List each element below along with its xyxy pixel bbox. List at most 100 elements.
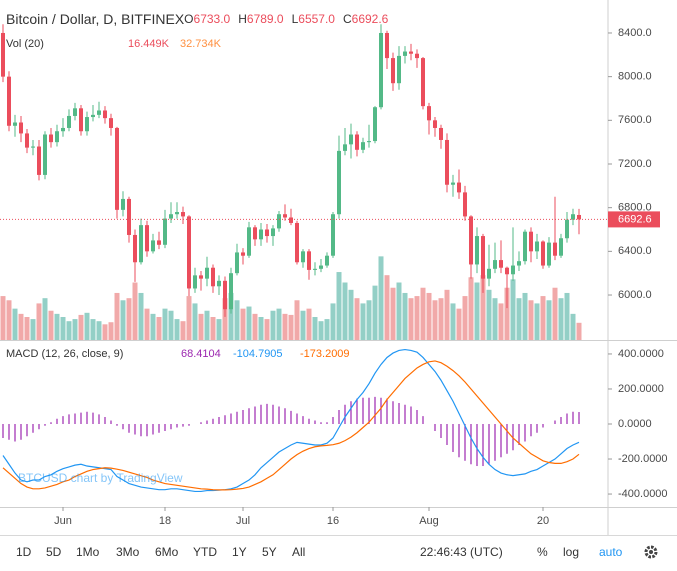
volume-bar <box>366 300 372 340</box>
candle-body <box>151 240 155 252</box>
chart-title: Bitcoin / Dollar, D, BITFINEXO6733.0 H678… <box>6 11 389 27</box>
volume-bar <box>522 292 528 340</box>
candle-body <box>313 268 317 270</box>
auto-button[interactable]: auto <box>599 545 623 559</box>
volume-bar <box>180 321 186 340</box>
range-button[interactable]: 6Mo <box>155 545 179 559</box>
volume-bar <box>534 303 540 340</box>
candle-body <box>421 58 425 107</box>
candle-body <box>265 229 269 237</box>
last-price-box <box>608 211 660 228</box>
candle-body <box>157 240 161 245</box>
volume-bar <box>186 296 192 340</box>
volume-bar <box>246 306 252 340</box>
volume-bar <box>318 321 324 340</box>
settings-icon[interactable] <box>643 544 659 560</box>
candle-body <box>199 275 203 279</box>
candle-body <box>85 117 89 132</box>
volume-bar <box>258 317 264 340</box>
range-button[interactable]: YTD <box>193 545 217 559</box>
volume-bar <box>336 272 342 340</box>
candle-body <box>331 214 335 256</box>
volume-bar <box>156 317 162 340</box>
volume-bar <box>294 300 300 340</box>
signal-value: -173.2009 <box>300 348 350 360</box>
volume-bar <box>144 308 150 340</box>
candle-body <box>229 273 233 310</box>
candle-body <box>241 252 245 256</box>
clock: 22:46:43 (UTC) <box>420 545 503 559</box>
y-tick-label: 8000.0 <box>618 71 652 83</box>
volume-bar <box>132 282 138 340</box>
volume-bar <box>288 314 294 340</box>
candle-body <box>481 236 485 279</box>
range-button[interactable]: 1Y <box>232 545 247 559</box>
candle-body <box>259 229 263 240</box>
volume-bar <box>162 308 168 340</box>
log-button[interactable]: log <box>563 545 580 559</box>
candle-body <box>403 51 407 56</box>
range-button[interactable]: 1D <box>16 545 32 559</box>
candle-body <box>427 106 431 121</box>
volume-bar <box>54 313 60 340</box>
macd-value: -104.7905 <box>233 348 283 360</box>
volume-bar <box>414 296 420 340</box>
volume-bar <box>276 308 282 340</box>
candle-body <box>145 225 149 252</box>
candle-body <box>571 214 575 220</box>
candle-body <box>253 227 257 240</box>
volume-bar <box>492 298 498 340</box>
candle-body <box>535 241 539 252</box>
volume-bar <box>264 319 270 340</box>
range-button[interactable]: 3Mo <box>116 545 140 559</box>
watermark: BTCUSD chart by TradingView <box>18 471 183 485</box>
volume-bar <box>330 303 336 340</box>
range-button[interactable]: 5D <box>46 545 62 559</box>
volume-bar <box>150 313 156 340</box>
candle-body <box>181 212 185 217</box>
range-button[interactable]: 5Y <box>262 545 277 559</box>
volume-bar <box>402 292 408 340</box>
volume-bar <box>114 292 120 340</box>
volume-bar <box>564 292 570 340</box>
volume-bar <box>408 298 414 340</box>
last-price-label: 6692.6 <box>618 213 652 225</box>
volume-bar <box>438 298 444 340</box>
signal-line <box>2 360 580 491</box>
candle-body <box>565 219 569 239</box>
ohlc-value: 6789.0 <box>247 12 284 26</box>
volume-bar <box>6 300 12 340</box>
range-button[interactable]: All <box>292 545 306 559</box>
volume-bar <box>498 303 504 340</box>
candle-body <box>343 144 347 151</box>
candle-body <box>247 227 251 256</box>
candle-body <box>475 236 479 265</box>
percent-button[interactable]: % <box>537 545 548 559</box>
background <box>0 0 677 535</box>
candle-body <box>361 142 365 150</box>
candle-body <box>553 242 557 256</box>
candle-body <box>511 265 515 275</box>
candle-body <box>523 231 527 262</box>
candle-body <box>529 231 533 252</box>
candle-body <box>577 214 581 220</box>
candle-body <box>277 214 281 229</box>
volume-bar <box>24 317 30 340</box>
candle-body <box>487 268 491 279</box>
volume-bar <box>306 308 312 340</box>
candle-body <box>61 127 65 132</box>
x-tick-label: 16 <box>327 515 339 527</box>
candle-body <box>193 275 197 289</box>
volume-bar <box>126 298 132 340</box>
volume-bar <box>480 275 486 340</box>
candle-body <box>499 260 503 268</box>
candle-body <box>103 110 107 119</box>
candle-body <box>541 241 545 266</box>
y-tick-label: 6800.0 <box>618 202 652 214</box>
candle-body <box>139 225 143 263</box>
volume-bar <box>468 277 474 340</box>
range-button[interactable]: 1Mo <box>76 545 100 559</box>
candle-body <box>355 134 359 150</box>
candle-body <box>451 182 455 185</box>
volume-bar <box>348 289 354 340</box>
